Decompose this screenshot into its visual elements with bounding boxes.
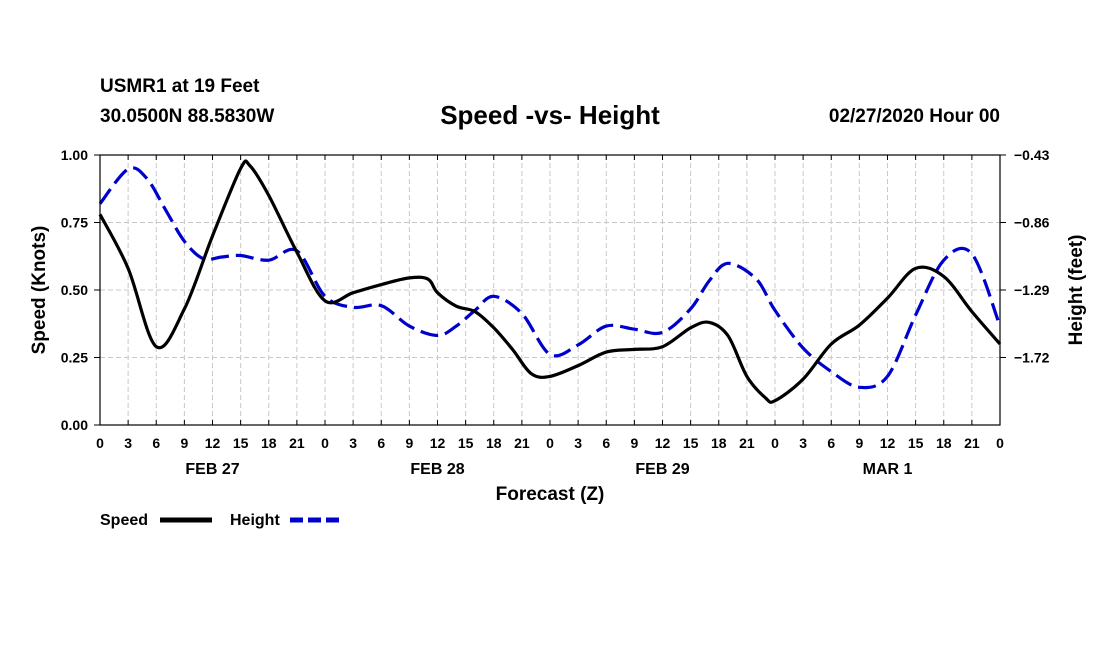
x-tick-label: 3: [349, 435, 357, 451]
station-name: USMR1 at 19 Feet: [100, 76, 260, 97]
y-tick-label: 0.25: [61, 350, 88, 366]
x-tick-label: 18: [936, 435, 952, 451]
legend-speed-label: Speed: [100, 512, 148, 529]
x-tick-label: 3: [124, 435, 132, 451]
y-tick-label: 0.00: [61, 417, 88, 433]
y2-axis-title: Height (feet): [1066, 235, 1087, 346]
x-date-label: MAR 1: [863, 461, 913, 478]
y-tick-label: 1.00: [61, 147, 88, 163]
height-series-line: [98, 166, 1002, 390]
axes: 0 3 6 9 12 15 18 21 0 3 6 9 12 15 18 21 0 3 6 9 12 15 18 21 0 3 6 9…: [61, 147, 1050, 478]
x-tick-label: 6: [377, 435, 385, 451]
x-tick-label: 9: [855, 435, 863, 451]
chart-title: Speed -vs- Height: [440, 100, 660, 130]
x-tick-label: 3: [574, 435, 582, 451]
x-tick-label: 6: [152, 435, 160, 451]
y-axis-title: Speed (Knots): [29, 226, 50, 355]
series-lines: [98, 159, 1002, 404]
x-date-label: FEB 28: [410, 461, 464, 478]
x-date-label: FEB 29: [635, 461, 689, 478]
x-tick-label: 18: [486, 435, 502, 451]
x-tick-label: 15: [683, 435, 699, 451]
y-tick-label: 0.50: [61, 282, 88, 298]
x-tick-label: 9: [405, 435, 413, 451]
x-tick-label: 6: [602, 435, 610, 451]
x-tick-label: 9: [630, 435, 638, 451]
y2-tick-label: −0.43: [1014, 147, 1050, 163]
speed-series-line: [98, 159, 1002, 404]
x-axis-title: Forecast (Z): [496, 484, 605, 505]
x-tick-label: 0: [546, 435, 554, 451]
x-tick-label: 0: [771, 435, 779, 451]
y2-tick-label: −0.86: [1014, 215, 1050, 231]
x-tick-label: 6: [827, 435, 835, 451]
x-tick-label: 0: [321, 435, 329, 451]
x-tick-label: 12: [430, 435, 446, 451]
x-tick-label: 15: [908, 435, 924, 451]
x-tick-label: 0: [996, 435, 1004, 451]
x-tick-label: 18: [711, 435, 727, 451]
grid: [100, 154, 1000, 425]
x-tick-label: 12: [655, 435, 671, 451]
legend-height-label: Height: [230, 512, 280, 529]
x-tick-label: 21: [289, 435, 305, 451]
x-tick-label: 21: [964, 435, 980, 451]
x-tick-label: 12: [880, 435, 896, 451]
x-tick-label: 21: [739, 435, 755, 451]
station-coordinates: 30.0500N 88.5830W: [100, 106, 275, 127]
y2-tick-label: −1.29: [1014, 282, 1050, 298]
x-tick-label: 15: [458, 435, 474, 451]
x-tick-label: 9: [180, 435, 188, 451]
x-tick-label: 15: [233, 435, 249, 451]
y-tick-label: 0.75: [61, 215, 88, 231]
x-tick-label: 21: [514, 435, 530, 451]
x-tick-label: 0: [96, 435, 104, 451]
legend: Speed Height: [100, 512, 342, 529]
x-tick-label: 3: [799, 435, 807, 451]
x-tick-label: 12: [205, 435, 221, 451]
x-tick-label: 18: [261, 435, 277, 451]
x-date-label: FEB 27: [185, 461, 239, 478]
y2-tick-label: −1.72: [1014, 350, 1050, 366]
run-time: 02/27/2020 Hour 00: [828, 106, 1000, 127]
